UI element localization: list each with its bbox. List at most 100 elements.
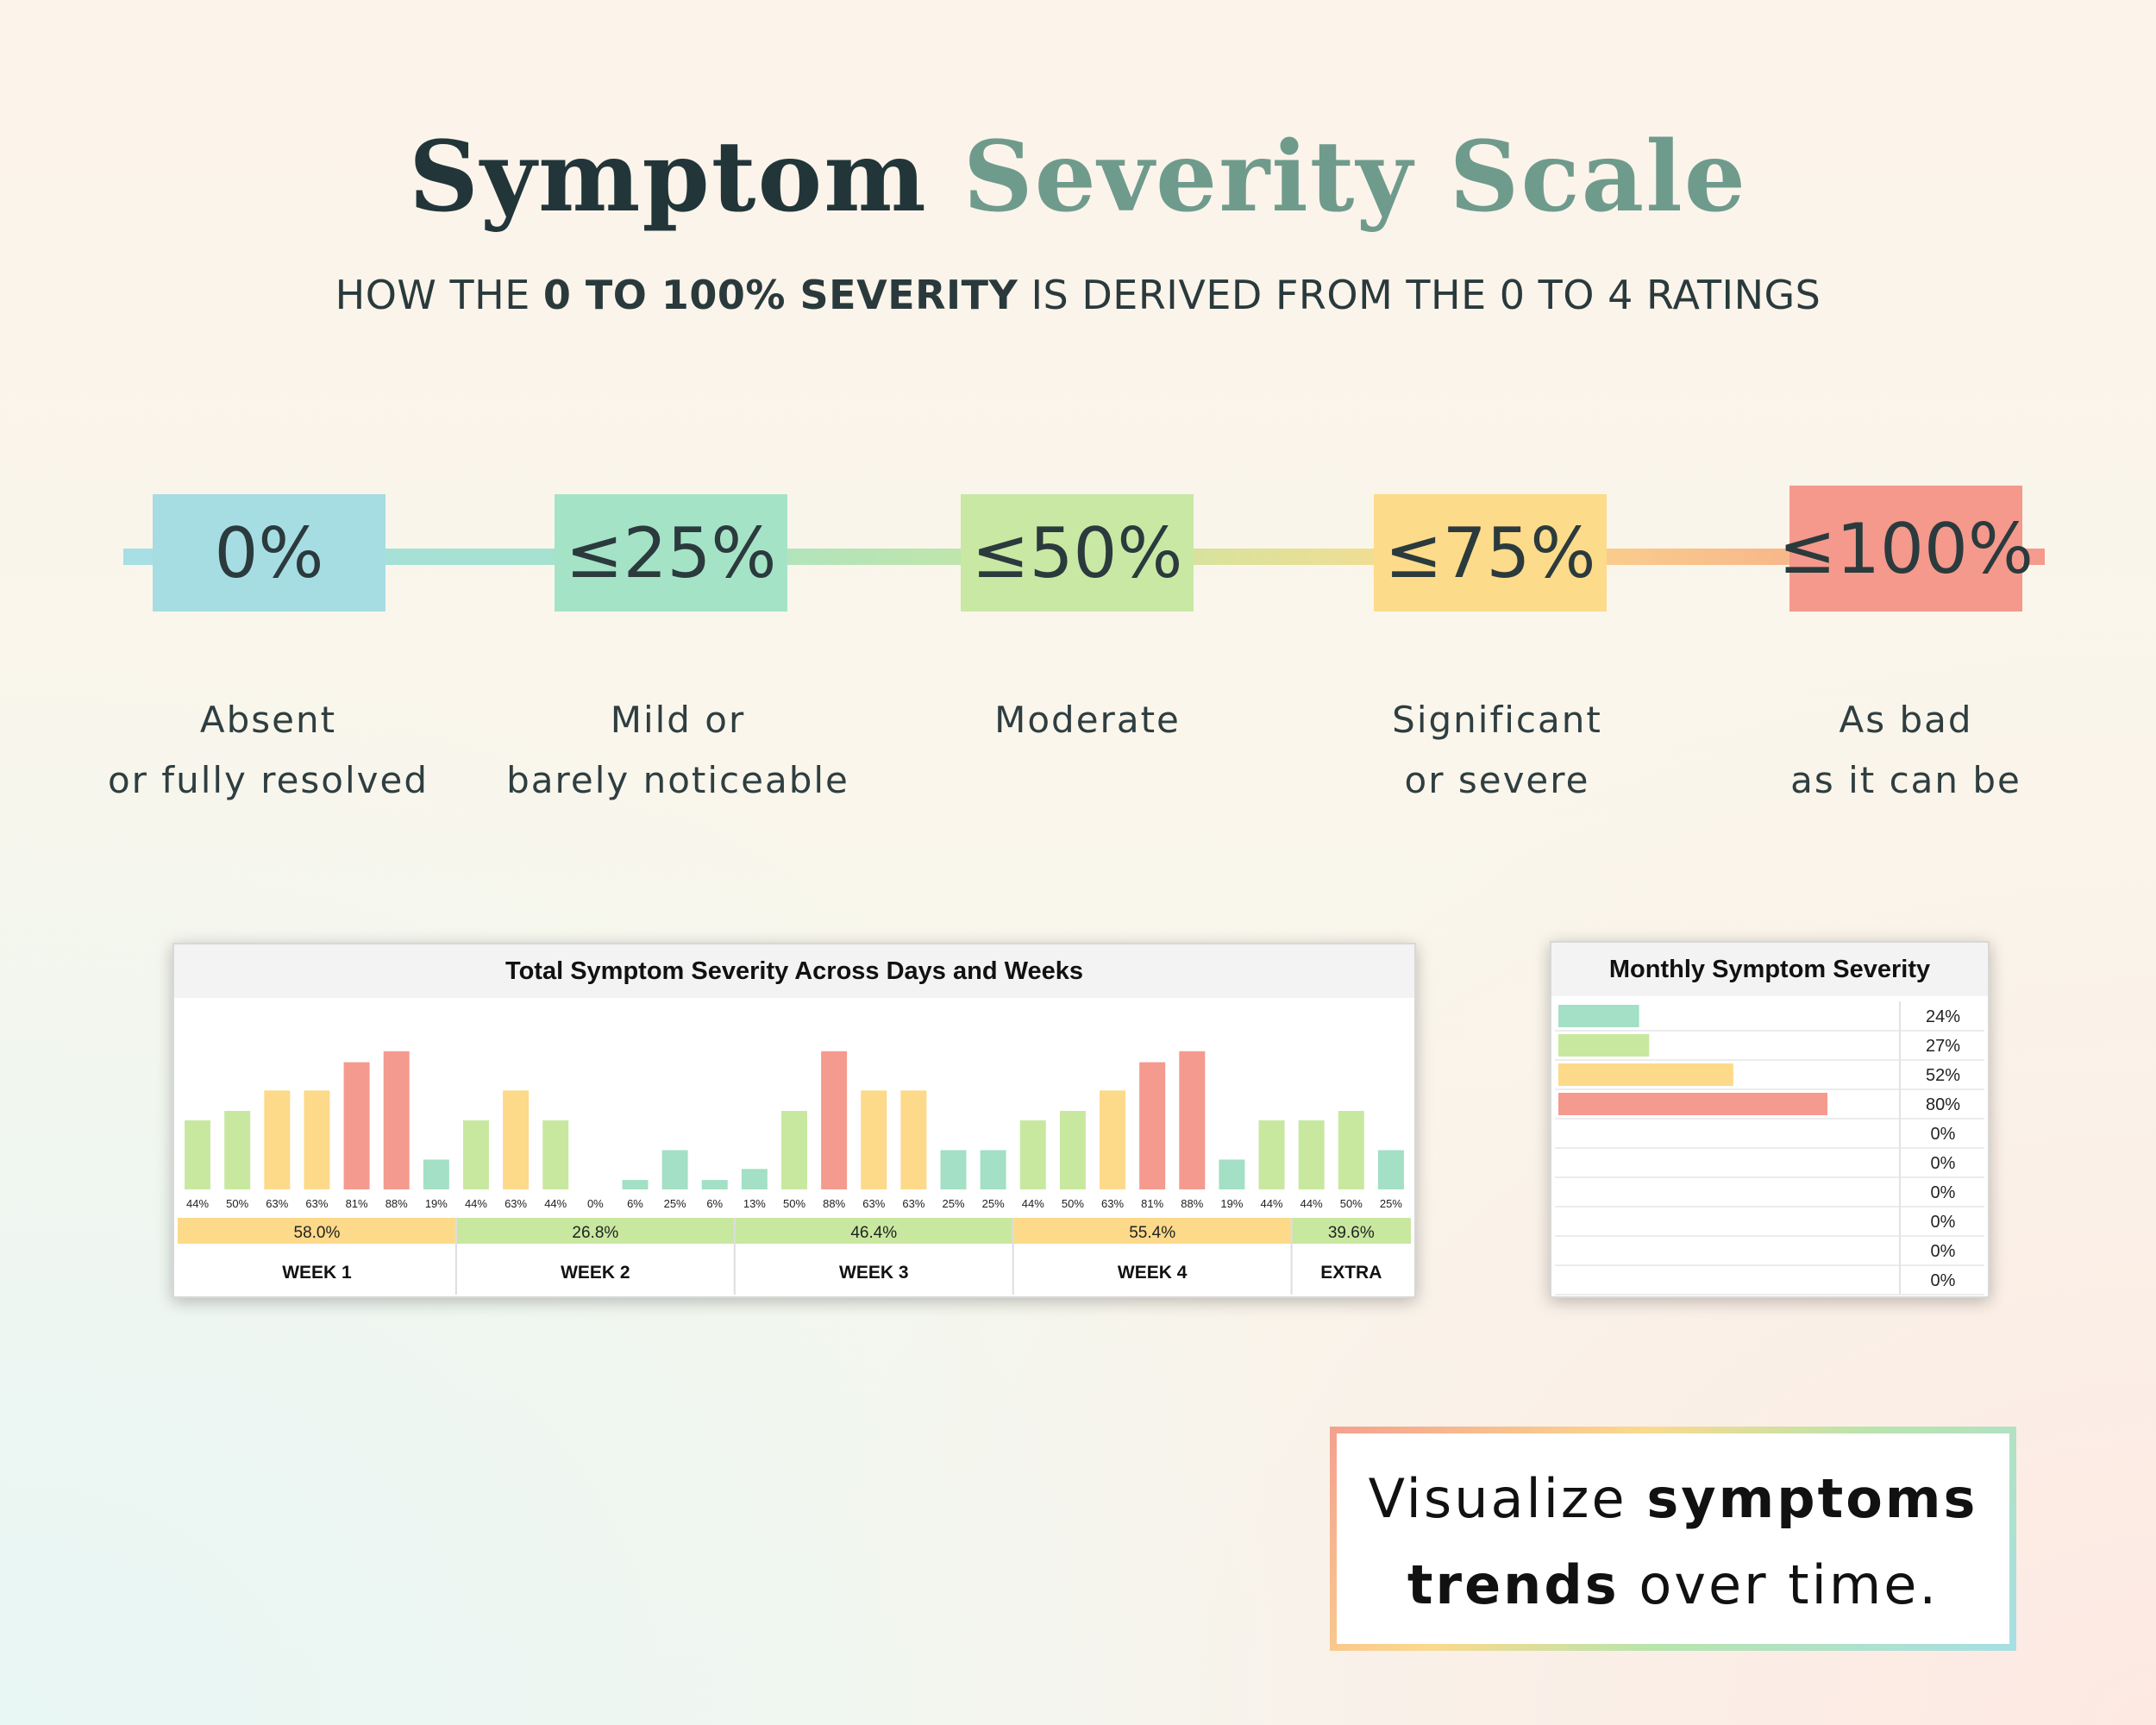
cta-line1-pre: Visualize: [1368, 1467, 1647, 1530]
scale-label-75-line1: Significant: [1392, 699, 1602, 741]
week-average-bar-3: [734, 1218, 1013, 1244]
day-bar-label-10: 44%: [544, 1197, 567, 1210]
day-bar-label-30: 50%: [1340, 1197, 1363, 1210]
day-bar-4: [304, 1090, 330, 1189]
day-bar-label-6: 88%: [385, 1197, 408, 1210]
day-bar-label-16: 50%: [783, 1197, 805, 1210]
page-title: Symptom Severity Scale: [0, 121, 2156, 234]
day-bar-2: [224, 1111, 251, 1189]
day-bar-label-28: 44%: [1261, 1197, 1283, 1210]
weekly-chart-svg: 44% 50% 63% 63% 81% 88% 19% 44% 63% 44% 0% 6% 25% 6% 1…: [178, 1051, 1411, 1295]
cta-line1-bold: symptoms: [1646, 1467, 1978, 1530]
day-bar-label-12: 6%: [627, 1197, 643, 1210]
day-bar-label-2: 50%: [226, 1197, 248, 1210]
day-bar-label-24: 63%: [1101, 1197, 1124, 1210]
subtitle-bold: 0 TO 100% SEVERITY: [542, 272, 1018, 318]
day-bar-6: [383, 1051, 410, 1189]
day-bar-label-20: 25%: [943, 1197, 965, 1210]
day-bar-label-31: 25%: [1380, 1197, 1402, 1210]
weekly-chart-title: Total Symptom Severity Across Days and W…: [174, 944, 1414, 998]
day-bar-label-27: 19%: [1220, 1197, 1243, 1210]
monthly-value-5: 0%: [1931, 1125, 1956, 1144]
monthly-bar-2: [1558, 1034, 1650, 1057]
cta-line2: trends over time.: [1337, 1542, 2009, 1628]
scale-label-0: Absent or fully resolved: [87, 690, 449, 811]
scale-box-0: 0%: [153, 494, 385, 612]
monthly-value-6: 0%: [1931, 1154, 1956, 1173]
scale-box-75: ≤75%: [1374, 494, 1607, 612]
day-bar-label-22: 44%: [1022, 1197, 1044, 1210]
monthly-bar-3: [1558, 1063, 1733, 1086]
day-bar-30: [1338, 1111, 1364, 1189]
day-bar-label-1: 44%: [186, 1197, 209, 1210]
day-bar-21: [980, 1150, 1006, 1189]
week-average-bar-2: [455, 1218, 735, 1244]
day-bar-27: [1219, 1159, 1245, 1189]
scale-label-100-line1: As bad: [1839, 699, 1973, 741]
day-bar-label-9: 63%: [505, 1197, 527, 1210]
day-bar-label-3: 63%: [266, 1197, 288, 1210]
day-bar-label-13: 25%: [664, 1197, 686, 1210]
day-bar-14: [701, 1180, 728, 1189]
day-bar-7: [423, 1159, 449, 1189]
day-bar-label-21: 25%: [982, 1197, 1005, 1210]
week-average-bar-4: [1012, 1218, 1292, 1244]
day-bar-24: [1100, 1090, 1126, 1189]
page-subtitle: HOW THE 0 TO 100% SEVERITY IS DERIVED FR…: [0, 272, 2156, 318]
monthly-value-8: 0%: [1931, 1213, 1956, 1232]
cta-line2-post: over time.: [1619, 1553, 1940, 1616]
scale-label-0-line2: or fully resolved: [107, 759, 429, 801]
monthly-chart-title: Monthly Symptom Severity: [1551, 943, 1988, 996]
day-bar-label-14: 6%: [706, 1197, 723, 1210]
day-bar-22: [1019, 1120, 1046, 1189]
cta-line1: Visualize symptoms: [1337, 1456, 2009, 1542]
week-name-4: WEEK 4: [1118, 1263, 1188, 1283]
week-average-label-5: 39.6%: [1328, 1224, 1375, 1242]
week-average-bar-1: [178, 1218, 456, 1244]
day-bar-16: [781, 1111, 807, 1189]
day-bar-10: [542, 1120, 569, 1189]
day-bar-5: [343, 1062, 370, 1189]
week-name-5: EXTRA: [1320, 1263, 1382, 1283]
day-bar-label-17: 88%: [823, 1197, 845, 1210]
monthly-bar-4: [1558, 1093, 1827, 1115]
day-bar-19: [900, 1090, 927, 1189]
monthly-severity-chart-panel: Monthly Symptom Severity 24% 27% 52% 80% 0% 0…: [1550, 941, 1990, 1298]
day-bar-17: [821, 1051, 848, 1189]
day-bar-label-11: 0%: [587, 1197, 604, 1210]
day-bar-label-26: 88%: [1181, 1197, 1203, 1210]
week-average-bar-5: [1291, 1218, 1411, 1244]
day-bar-label-15: 13%: [743, 1197, 766, 1210]
week-name-2: WEEK 2: [561, 1263, 630, 1283]
title-part2: Severity Scale: [962, 121, 1748, 234]
week-name-3: WEEK 3: [839, 1263, 909, 1283]
week-average-label-2: 26.8%: [572, 1224, 618, 1242]
scale-label-75-line2: or severe: [1404, 759, 1590, 801]
scale-box-50: ≤50%: [961, 494, 1194, 612]
scale-label-100-line2: as it can be: [1790, 759, 2021, 801]
monthly-value-3: 52%: [1926, 1066, 1960, 1085]
monthly-value-1: 24%: [1926, 1007, 1960, 1026]
day-bar-label-19: 63%: [902, 1197, 924, 1210]
scale-box-25: ≤25%: [555, 494, 787, 612]
cta-line2-bold: trends: [1407, 1553, 1620, 1616]
monthly-value-7: 0%: [1931, 1183, 1956, 1202]
day-bar-18: [861, 1090, 887, 1189]
scale-label-25-line1: Mild or: [610, 699, 746, 741]
scale-label-0-line1: Absent: [199, 699, 337, 741]
day-bar-9: [503, 1090, 530, 1189]
day-bar-23: [1059, 1111, 1086, 1189]
scale-label-75: Significant or severe: [1316, 690, 1678, 811]
week-average-label-3: 46.4%: [850, 1224, 897, 1242]
monthly-value-9: 0%: [1931, 1242, 1956, 1261]
monthly-chart-svg: 24% 27% 52% 80% 0% 0% 0% 0% 0% 0%: [1555, 1001, 1984, 1295]
day-bar-25: [1139, 1062, 1166, 1189]
day-bar-28: [1258, 1120, 1285, 1189]
day-bar-29: [1298, 1120, 1325, 1189]
day-bar-label-5: 81%: [346, 1197, 368, 1210]
day-bar-label-4: 63%: [305, 1197, 328, 1210]
day-bar-12: [622, 1180, 649, 1189]
week-average-label-1: 58.0%: [294, 1224, 341, 1242]
monthly-value-2: 27%: [1926, 1037, 1960, 1056]
day-bar-label-25: 81%: [1141, 1197, 1163, 1210]
